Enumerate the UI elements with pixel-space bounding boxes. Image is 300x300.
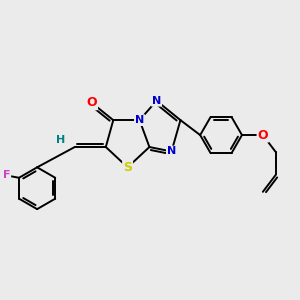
Text: O: O [86, 96, 97, 109]
Text: O: O [258, 129, 268, 142]
Text: N: N [152, 96, 161, 106]
Text: N: N [167, 146, 176, 157]
Text: S: S [123, 161, 132, 174]
Text: H: H [56, 135, 65, 146]
Text: N: N [135, 115, 144, 125]
Text: F: F [3, 170, 10, 180]
